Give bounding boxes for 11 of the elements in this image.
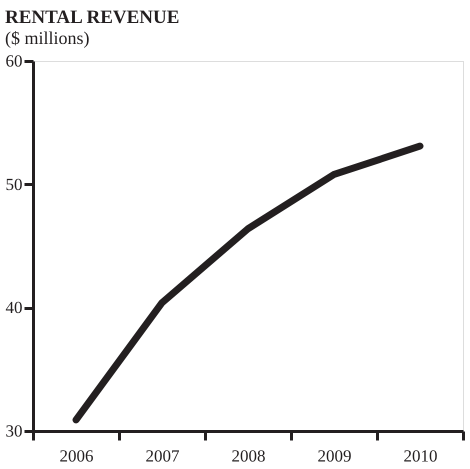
x-tick-label: 2008: [232, 446, 266, 466]
y-tick-label: 60: [6, 52, 22, 70]
y-tick-label: 30: [6, 422, 22, 440]
x-tick-label: 2007: [146, 446, 180, 466]
x-tick-label: 2010: [404, 446, 438, 466]
y-tick-label: 50: [6, 174, 22, 194]
y-tick-label: 40: [6, 298, 22, 318]
x-tick-label: 2009: [318, 446, 352, 466]
chart-subtitle: ($ millions): [5, 28, 90, 48]
chart-title: RENTAL REVENUE: [5, 7, 180, 28]
x-tick-label: 2006: [60, 446, 94, 466]
